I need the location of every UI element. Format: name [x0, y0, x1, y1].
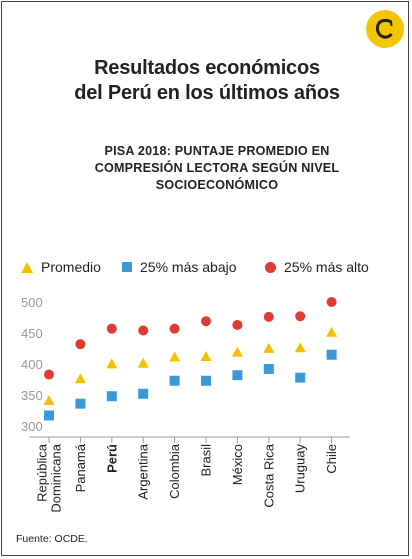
- y-tick-label: 450: [21, 326, 43, 341]
- x-tick-label: Chile: [324, 444, 339, 474]
- legend-label-25-mas-abajo: 25% más abajo: [140, 259, 237, 275]
- source-note: Fuente: OCDE.: [16, 533, 88, 545]
- point-25-mas-alto: [75, 339, 86, 350]
- point-25-mas-alto: [295, 311, 306, 322]
- el-comercio-logo-icon: [366, 10, 404, 48]
- title-line-1: Resultados económicos: [94, 57, 320, 79]
- legend-item-promedio: Promedio: [21, 259, 101, 275]
- y-tick-label: 500: [21, 295, 43, 310]
- legend-item-25-mas-abajo: 25% más abajo: [122, 259, 237, 275]
- x-tick-label: Uruguay: [293, 444, 308, 494]
- point-promedio: [294, 342, 306, 353]
- point-25-mas-abajo: [295, 372, 306, 383]
- page-title: Resultados económicos del Perú en los úl…: [2, 56, 412, 106]
- x-tick-label: República: [35, 443, 50, 502]
- point-25-mas-alto: [106, 323, 117, 334]
- point-promedio: [231, 346, 243, 357]
- point-promedio: [137, 357, 149, 368]
- point-25-mas-abajo: [169, 375, 180, 386]
- point-25-mas-alto: [263, 311, 274, 322]
- point-25-mas-abajo: [232, 370, 243, 381]
- point-25-mas-alto: [326, 297, 337, 307]
- y-tick-label: 300: [21, 419, 43, 434]
- point-25-mas-abajo: [106, 391, 117, 402]
- point-25-mas-abajo: [201, 375, 211, 386]
- chart-title-line-3: SOCIOECONÓMICO: [155, 178, 279, 192]
- square-marker-icon: [122, 262, 132, 272]
- point-25-mas-abajo: [75, 398, 86, 409]
- point-25-mas-alto: [232, 319, 243, 330]
- chart-legend: Promedio 25% más abajo 25% más alto: [2, 259, 412, 279]
- point-25-mas-abajo: [44, 410, 54, 421]
- x-tick-label: Colombia: [167, 443, 182, 499]
- point-promedio: [200, 350, 212, 361]
- c-letter-icon: [375, 18, 393, 39]
- x-tick-label: México: [230, 444, 245, 485]
- point-25-mas-abajo: [326, 349, 337, 360]
- point-promedio: [263, 342, 275, 353]
- point-25-mas-abajo: [138, 388, 149, 399]
- x-tick-label: Perú: [104, 444, 119, 473]
- y-tick-label: 350: [21, 388, 43, 403]
- circle-marker-icon: [265, 261, 276, 273]
- triangle-marker-icon: [21, 261, 33, 273]
- scatter-chart: 300 350 400 450 500 República Dominicana Panamá…: [21, 295, 350, 513]
- title-line-2: del Perú en los últimos años: [74, 82, 340, 104]
- point-25-mas-alto: [138, 325, 149, 336]
- chart-title-line-1: PISA 2018: PUNTAJE PROMEDIO EN: [104, 144, 330, 158]
- x-tick-label: Dominicana: [49, 443, 64, 512]
- x-tick-label: Brasil: [199, 444, 214, 477]
- point-25-mas-alto: [201, 316, 211, 327]
- chart-title: PISA 2018: PUNTAJE PROMEDIO EN COMPRESIÓ…: [72, 143, 362, 194]
- point-promedio: [326, 326, 338, 337]
- legend-item-25-mas-alto: 25% más alto: [265, 259, 369, 275]
- y-tick-label: 400: [21, 357, 43, 372]
- point-25-mas-abajo: [263, 363, 274, 374]
- point-promedio: [169, 351, 181, 362]
- x-tick-label: Panamá: [73, 443, 88, 492]
- point-25-mas-alto: [169, 323, 180, 334]
- point-promedio: [106, 358, 118, 369]
- point-promedio: [43, 394, 55, 405]
- point-promedio: [74, 373, 86, 384]
- point-25-mas-alto: [44, 369, 54, 380]
- legend-label-25-mas-alto: 25% más alto: [284, 259, 369, 275]
- x-tick-label: Costa Rica: [261, 443, 276, 507]
- x-tick-label: Argentina: [136, 443, 151, 499]
- chart-title-line-2: COMPRESIÓN LECTORA SEGÚN NIVEL: [94, 161, 340, 175]
- legend-label-promedio: Promedio: [41, 259, 101, 275]
